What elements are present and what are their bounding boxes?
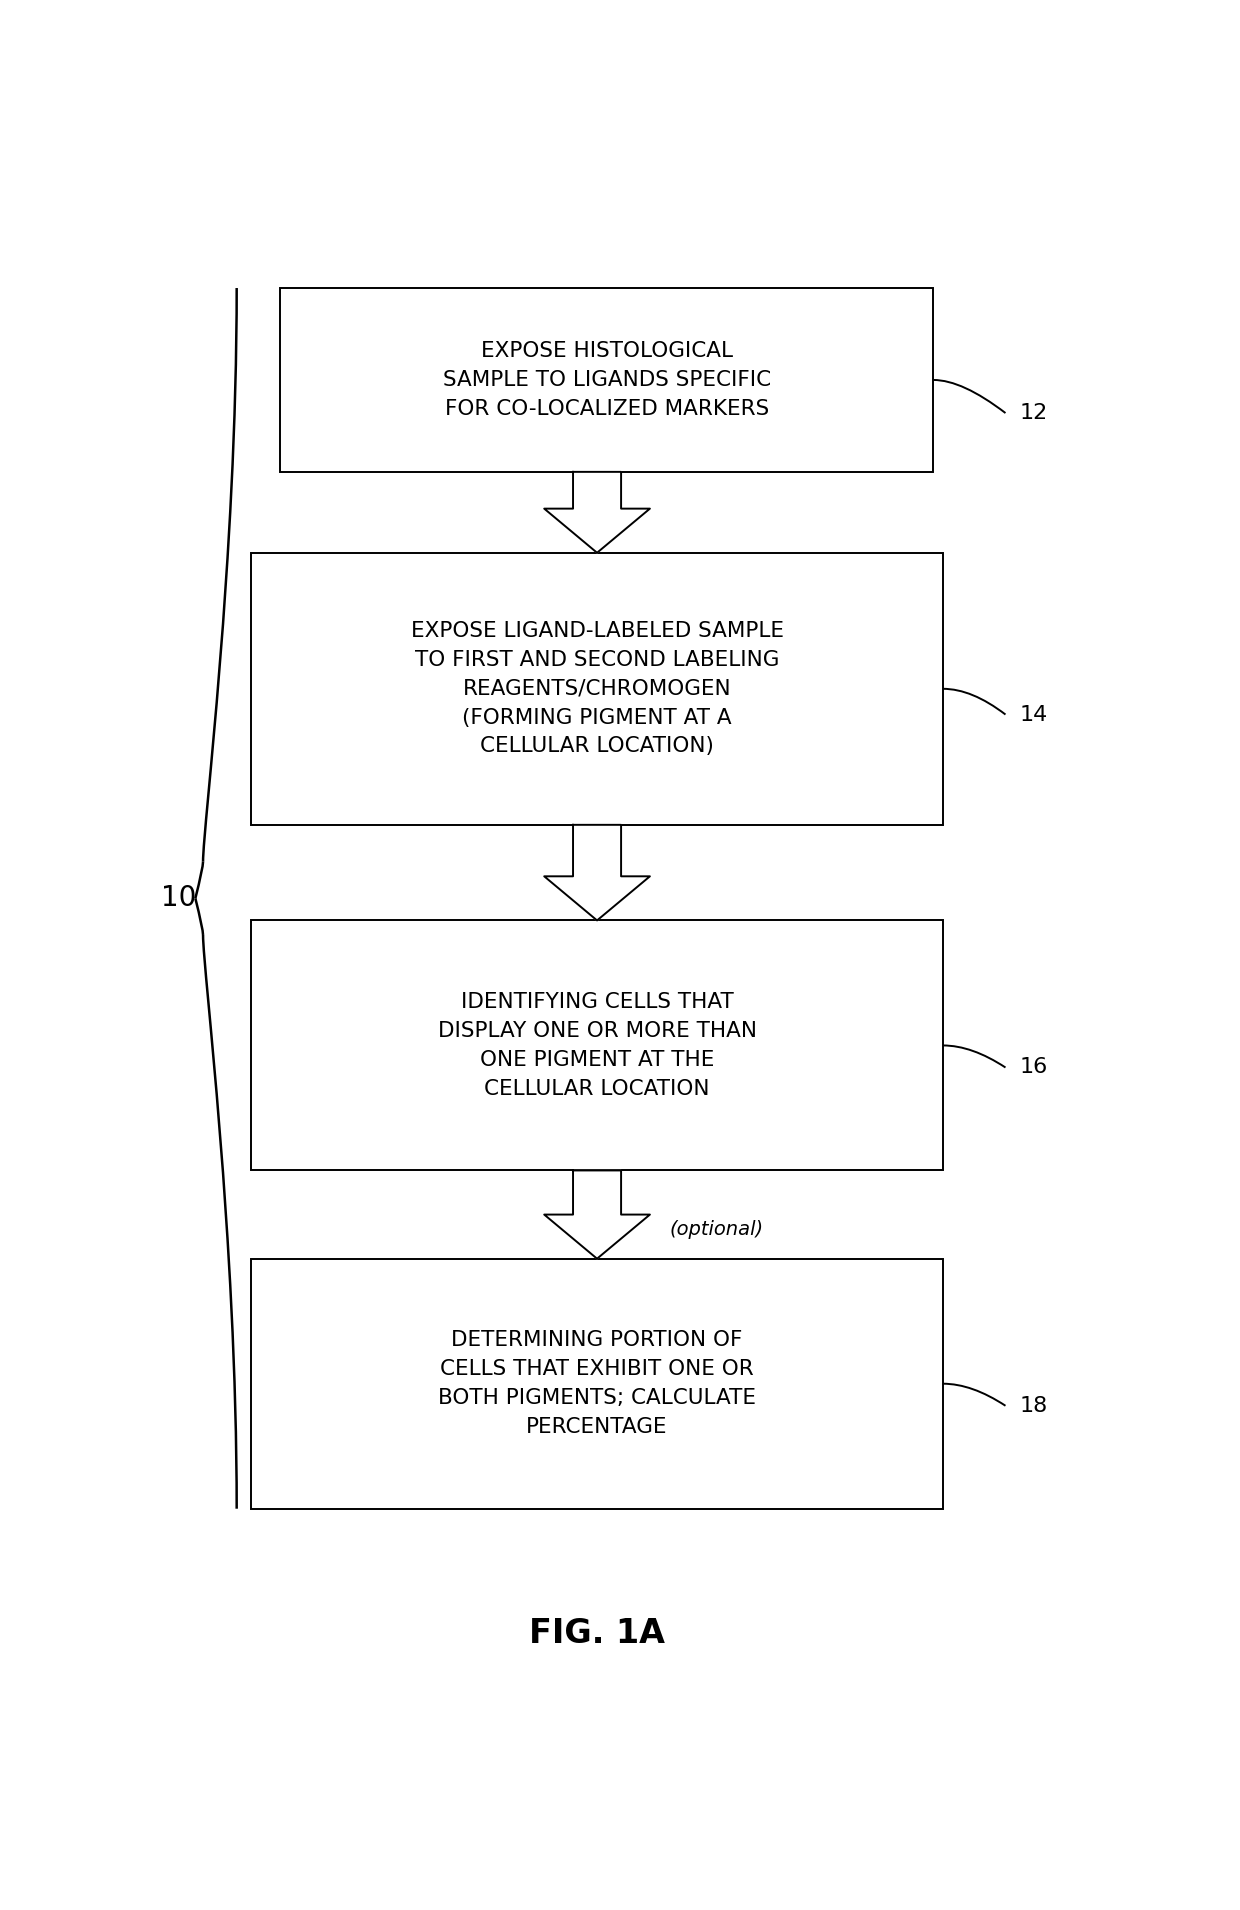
Polygon shape xyxy=(544,472,650,552)
Text: (optional): (optional) xyxy=(670,1220,764,1240)
Text: EXPOSE LIGAND-LABELED SAMPLE
TO FIRST AND SECOND LABELING
REAGENTS/CHROMOGEN
(FO: EXPOSE LIGAND-LABELED SAMPLE TO FIRST AN… xyxy=(410,621,784,756)
Bar xyxy=(280,288,934,472)
Text: DETERMINING PORTION OF
CELLS THAT EXHIBIT ONE OR
BOTH PIGMENTS; CALCULATE
PERCEN: DETERMINING PORTION OF CELLS THAT EXHIBI… xyxy=(438,1331,756,1436)
Bar xyxy=(250,921,942,1171)
Text: 16: 16 xyxy=(1019,1058,1048,1077)
Text: EXPOSE HISTOLOGICAL
SAMPLE TO LIGANDS SPECIFIC
FOR CO-LOCALIZED MARKERS: EXPOSE HISTOLOGICAL SAMPLE TO LIGANDS SP… xyxy=(443,342,771,418)
Polygon shape xyxy=(544,825,650,921)
Text: 10: 10 xyxy=(161,884,197,913)
Text: IDENTIFYING CELLS THAT
DISPLAY ONE OR MORE THAN
ONE PIGMENT AT THE
CELLULAR LOCA: IDENTIFYING CELLS THAT DISPLAY ONE OR MO… xyxy=(438,991,756,1098)
Text: 12: 12 xyxy=(1019,403,1048,422)
Text: FIG. 1A: FIG. 1A xyxy=(529,1618,665,1650)
Bar xyxy=(250,1259,942,1509)
Text: 14: 14 xyxy=(1019,705,1048,724)
Text: 18: 18 xyxy=(1019,1396,1048,1415)
Polygon shape xyxy=(544,1171,650,1259)
Bar xyxy=(250,552,942,825)
